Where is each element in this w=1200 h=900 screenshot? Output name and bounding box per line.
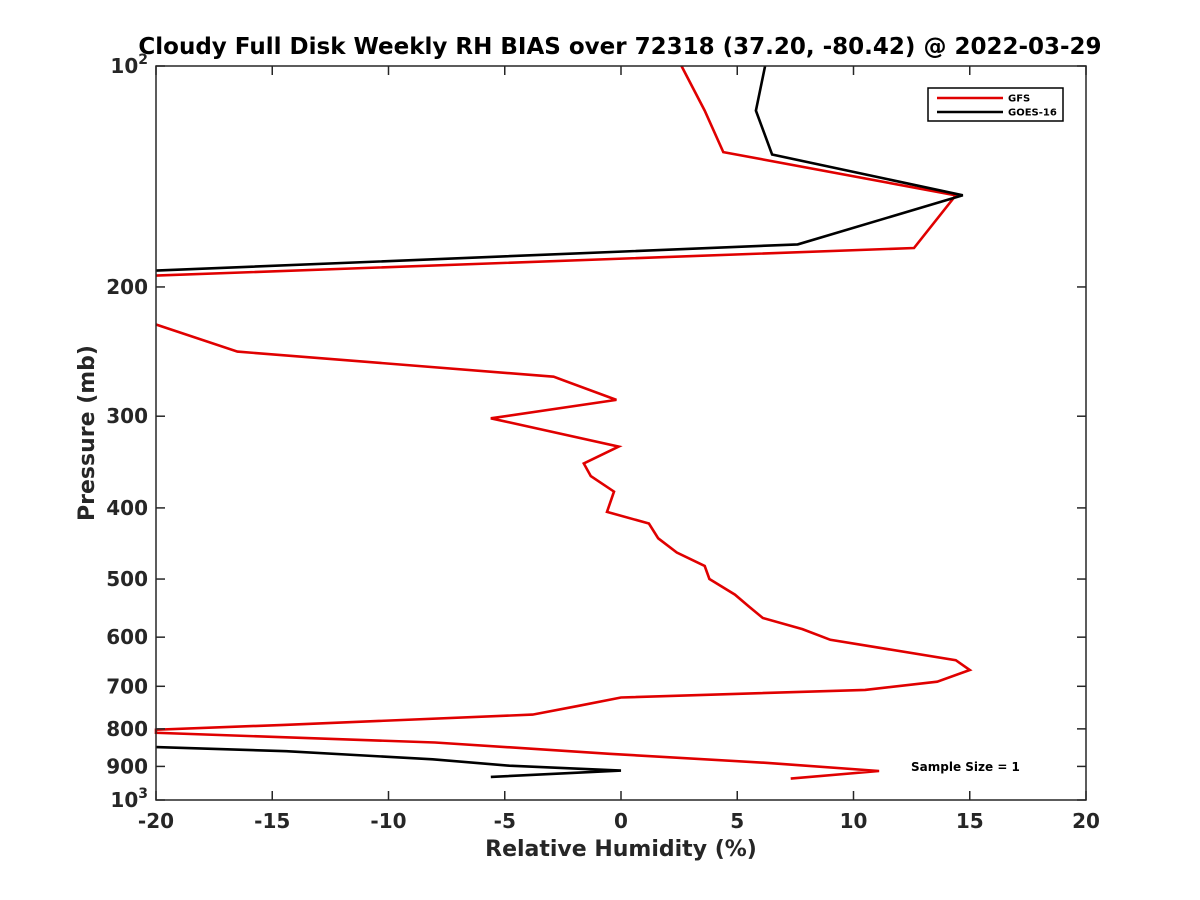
legend: GFS GOES-16 xyxy=(927,87,1064,122)
y-tick-label: 800 xyxy=(106,717,148,741)
x-tick-label: 20 xyxy=(1072,809,1100,833)
x-tick-label: -15 xyxy=(254,809,290,833)
y-tick-label: 102 xyxy=(110,52,148,78)
x-axis-ticks: -20 -15 -10 -5 0 5 10 15 20 xyxy=(138,66,1100,833)
y-tick-label: 200 xyxy=(106,275,148,299)
x-tick-label: -20 xyxy=(138,809,174,833)
x-tick-label: 10 xyxy=(840,809,868,833)
series-line-goes-16-1 xyxy=(155,745,622,779)
y-tick-label: 700 xyxy=(106,674,148,698)
y-axis-label: Pressure (mb) xyxy=(75,345,100,521)
x-tick-label: -5 xyxy=(494,809,516,833)
legend-items: GFS GOES-16 xyxy=(937,94,1057,119)
series-line-gfs-0 xyxy=(155,65,959,277)
sample-size-annotation: Sample Size = 1 xyxy=(911,760,1020,774)
y-tick-label: 400 xyxy=(106,496,148,520)
legend-box xyxy=(927,87,1064,122)
x-tick-label: 0 xyxy=(614,809,628,833)
legend-label-goes-16: GOES-16 xyxy=(1008,108,1057,119)
y-axis-ticks: 102 200 300 400 500 600 700 800 900 103 xyxy=(106,52,1086,812)
x-tick-label: -10 xyxy=(370,809,406,833)
series-line-goes-16-0 xyxy=(155,65,964,272)
series-layer xyxy=(154,65,973,780)
x-tick-label: 15 xyxy=(956,809,984,833)
series-line-gfs-1 xyxy=(154,323,973,780)
y-tick-label: 103 xyxy=(110,786,148,812)
y-tick-label: 600 xyxy=(106,625,148,649)
y-tick-label: 500 xyxy=(106,567,148,591)
chart-title: Cloudy Full Disk Weekly RH BIAS over 723… xyxy=(138,34,1101,60)
plot-frame xyxy=(155,65,1087,801)
y-tick-label: 900 xyxy=(106,754,148,778)
legend-label-gfs: GFS xyxy=(1008,94,1030,105)
x-tick-label: 5 xyxy=(730,809,744,833)
x-axis-label: Relative Humidity (%) xyxy=(485,837,757,862)
y-tick-label: 300 xyxy=(106,404,148,428)
